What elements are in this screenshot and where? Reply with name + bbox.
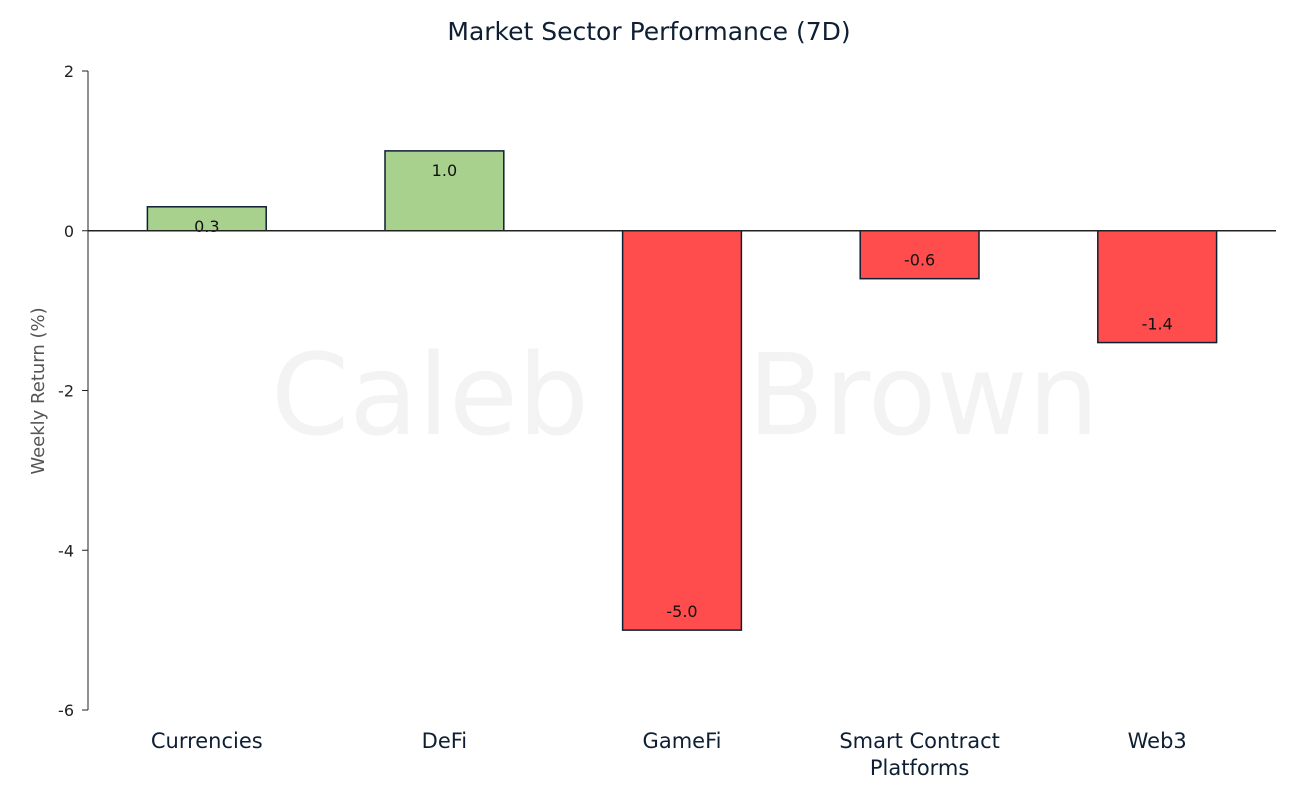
x-tick-label: GameFi xyxy=(643,729,722,753)
data-label: 1.0 xyxy=(432,161,457,180)
x-tick-label: DeFi xyxy=(422,729,467,753)
y-tick-label: -2 xyxy=(58,382,74,401)
data-label: 0.3 xyxy=(194,217,219,236)
bar-gamefi xyxy=(621,230,743,631)
x-tick-label: Platforms xyxy=(870,756,970,780)
x-tick-label: Currencies xyxy=(151,729,263,753)
bar-defi xyxy=(384,150,505,232)
data-label: -1.4 xyxy=(1142,315,1173,334)
y-tick-label: -4 xyxy=(58,541,74,560)
y-tick-label: 2 xyxy=(64,62,74,81)
plot-area: 2 0 -2 -4 -6 0.3 1.0 -5.0 -0.6 -1.4 Currencies DeFi… xyxy=(58,62,1276,780)
data-label: -0.6 xyxy=(904,251,935,270)
x-tick-label: Smart Contract xyxy=(839,729,1000,753)
bar-web3 xyxy=(1097,230,1218,344)
y-tick-label: 0 xyxy=(64,222,74,241)
bar-smart-contract-platforms xyxy=(859,230,980,280)
y-tick-label: -6 xyxy=(58,701,74,720)
data-label: -5.0 xyxy=(666,602,697,621)
chart-title: Market Sector Performance (7D) xyxy=(447,17,850,46)
x-tick-label: Web3 xyxy=(1128,729,1187,753)
y-axis-label: Weekly Return (%) xyxy=(28,307,49,474)
